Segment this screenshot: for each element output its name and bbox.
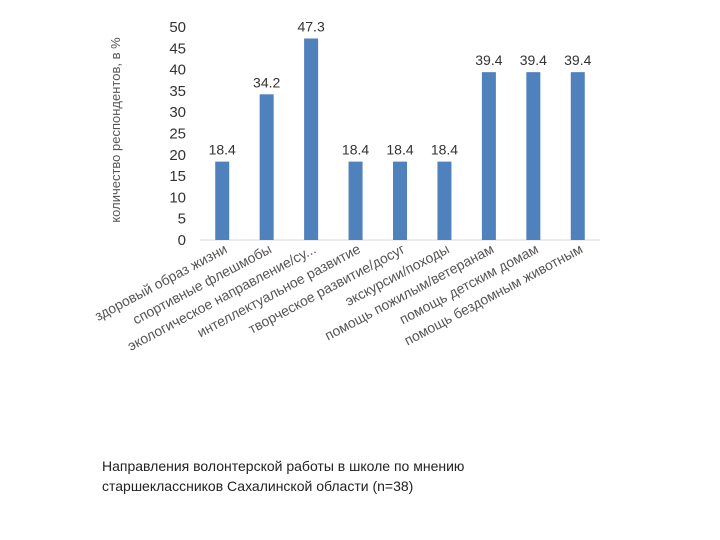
y-tick-labels: 0 5 10 15 20 25 30 35 40 45 50 (169, 19, 186, 249)
y-tick-label: 25 (169, 126, 186, 143)
bar (348, 161, 363, 240)
bars (215, 38, 585, 240)
bar (481, 72, 496, 240)
data-label: 39.4 (564, 52, 591, 68)
y-tick-label: 35 (169, 83, 186, 100)
y-tick-label: 50 (169, 19, 186, 36)
y-tick-label: 5 (178, 211, 186, 228)
data-label: 18.4 (342, 142, 369, 158)
y-tick-label: 20 (169, 147, 186, 164)
data-label: 39.4 (520, 52, 547, 68)
y-axis-title: количество респондентов, в % (108, 37, 123, 223)
bar (393, 161, 407, 240)
y-tick-label: 40 (169, 62, 186, 79)
y-tick-label: 30 (169, 104, 186, 121)
bar (526, 72, 541, 240)
y-tick-label: 10 (169, 189, 186, 206)
caption-line-2: старшеклассников Сахалинской области (n=… (102, 478, 414, 494)
data-labels: 18.4 34.2 47.3 18.4 18.4 18.4 39.4 39.4 39.4 (209, 19, 592, 158)
bar (437, 161, 452, 240)
bar (570, 72, 585, 240)
caption-line-1: Направления волонтерской работы в школе … (102, 458, 465, 474)
y-tick-label: 0 (178, 232, 186, 249)
data-label: 18.4 (386, 142, 413, 158)
data-label: 47.3 (297, 19, 324, 35)
data-label: 18.4 (209, 142, 236, 158)
y-tick-label: 15 (169, 168, 186, 185)
bar (215, 161, 230, 240)
y-axis-title-group: количество респондентов, в % (108, 37, 123, 223)
data-label: 39.4 (475, 52, 502, 68)
bar (259, 94, 274, 240)
chart-caption: Направления волонтерской работы в школе … (102, 456, 662, 496)
bar (304, 38, 319, 240)
y-tick-label: 45 (169, 40, 186, 57)
data-label: 18.4 (431, 142, 458, 158)
data-label: 34.2 (253, 74, 280, 90)
